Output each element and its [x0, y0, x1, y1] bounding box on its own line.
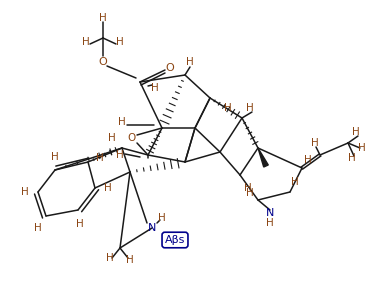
Text: H: H — [21, 187, 29, 197]
Text: H: H — [304, 155, 312, 165]
Polygon shape — [258, 148, 268, 167]
Text: H: H — [116, 37, 124, 47]
Text: H: H — [104, 183, 112, 193]
Text: H: H — [352, 127, 360, 137]
Text: H: H — [311, 138, 319, 148]
Text: H: H — [82, 37, 90, 47]
Text: H: H — [348, 153, 356, 163]
Text: H: H — [186, 57, 194, 67]
Text: H: H — [118, 117, 126, 127]
Text: H: H — [116, 150, 124, 160]
Text: H: H — [126, 255, 134, 265]
Text: H: H — [158, 213, 166, 223]
Text: Aβs: Aβs — [165, 235, 185, 245]
Text: H: H — [358, 143, 366, 153]
Text: H: H — [96, 153, 104, 163]
Text: H: H — [246, 103, 254, 113]
Text: H: H — [151, 83, 159, 93]
Text: H: H — [266, 218, 274, 228]
Text: H: H — [99, 13, 107, 23]
Text: H: H — [106, 253, 114, 263]
Text: H: H — [291, 177, 299, 187]
Text: H: H — [108, 133, 116, 143]
Text: H: H — [34, 223, 42, 233]
Text: H: H — [246, 188, 254, 198]
Text: H: H — [244, 183, 252, 193]
Text: O: O — [99, 57, 107, 67]
Text: O: O — [166, 63, 175, 73]
Text: H: H — [76, 219, 84, 229]
Text: N: N — [148, 223, 156, 233]
Text: H: H — [51, 152, 59, 162]
Text: O: O — [128, 133, 136, 143]
Text: H: H — [224, 103, 232, 113]
Text: N: N — [266, 208, 274, 218]
